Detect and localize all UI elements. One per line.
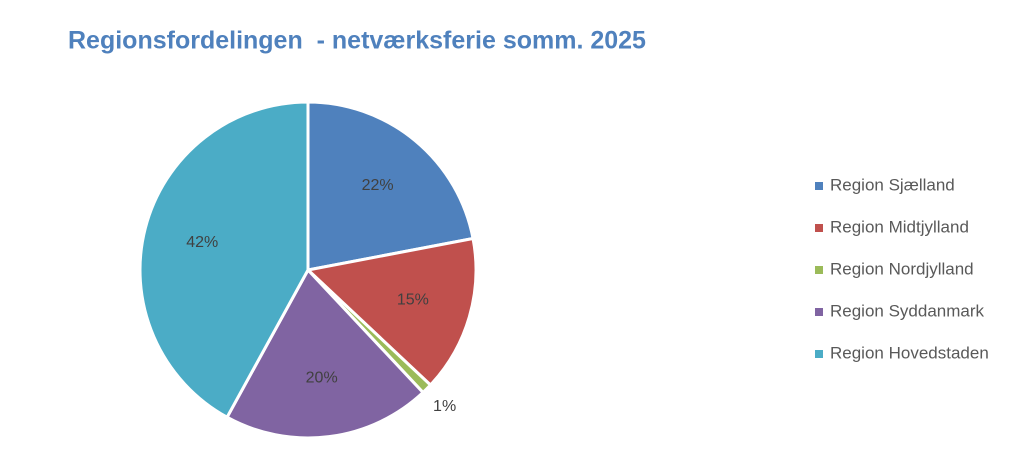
pie-slice	[306, 100, 475, 272]
legend-text: Region Midtjylland	[830, 217, 969, 236]
slice-label: 42%	[186, 234, 218, 251]
legend-text: Region Syddanmark	[830, 301, 985, 320]
slice-label: 22%	[362, 177, 394, 194]
slice-label: 20%	[306, 370, 338, 387]
slice-label: 15%	[397, 292, 429, 309]
legend-text: Region Sjælland	[830, 175, 955, 194]
legend-swatch	[815, 224, 823, 232]
chart-title: Regionsfordelingen - netværksferie somm.…	[68, 27, 646, 55]
slice-label: 1%	[433, 398, 456, 415]
pie-slice	[225, 267, 426, 440]
legend-text: Region Nordjylland	[830, 259, 974, 278]
pie-slice	[304, 236, 478, 388]
legend-swatch	[815, 350, 823, 358]
legend-swatch	[815, 182, 823, 190]
legend-text: Region Hovedstaden	[830, 343, 989, 362]
pie-slice	[138, 100, 310, 420]
legend-swatch	[815, 266, 823, 274]
legend-swatch	[815, 308, 823, 316]
